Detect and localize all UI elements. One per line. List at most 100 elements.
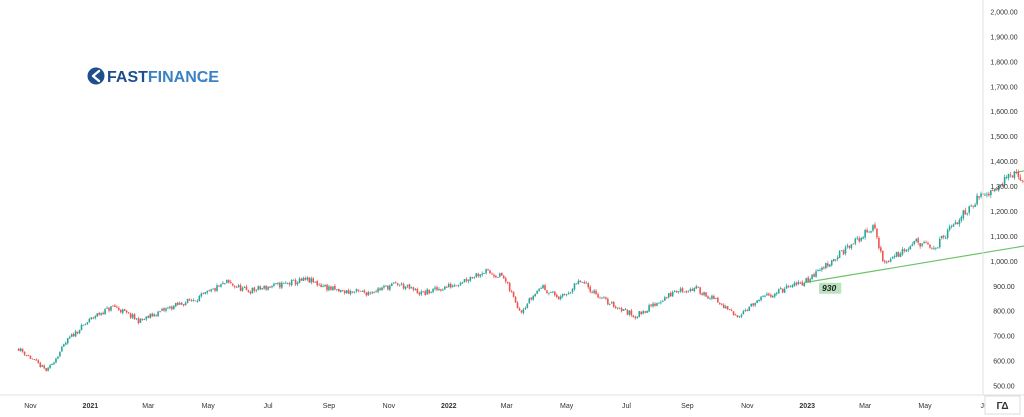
- candle: [434, 285, 436, 291]
- candle: [756, 299, 758, 304]
- candle: [538, 288, 540, 292]
- candle: [394, 281, 397, 284]
- candle: [273, 282, 275, 288]
- candle: [864, 228, 866, 240]
- candle: [734, 313, 737, 316]
- candle: [275, 282, 277, 285]
- candle: [817, 269, 819, 272]
- candle: [614, 305, 617, 309]
- candle: [591, 290, 593, 294]
- candle: [925, 240, 927, 244]
- candle: [901, 247, 904, 256]
- candle: [569, 291, 572, 294]
- candle: [200, 292, 203, 298]
- candle: [424, 289, 427, 296]
- candle: [410, 286, 413, 289]
- candle: [781, 288, 784, 294]
- candle: [677, 290, 680, 294]
- candle: [96, 312, 99, 317]
- candle: [159, 310, 161, 313]
- candle: [540, 286, 542, 290]
- scale-button-frame[interactable]: [984, 395, 1021, 415]
- candle: [709, 296, 711, 300]
- candle: [652, 301, 654, 308]
- candle: [55, 357, 57, 364]
- candle: [29, 355, 32, 359]
- candle: [587, 282, 590, 290]
- svg-text:FASTFINANCE: FASTFINANCE: [107, 69, 219, 86]
- candle: [475, 272, 478, 279]
- scale-toggle-icon[interactable]: ΓΔ: [996, 401, 1008, 412]
- candle: [948, 224, 951, 232]
- candle: [406, 284, 409, 289]
- candle: [373, 291, 375, 294]
- candle: [402, 282, 405, 290]
- candle: [389, 284, 391, 292]
- candle: [758, 298, 760, 303]
- candle: [536, 290, 538, 295]
- candle: [1009, 172, 1012, 178]
- candle: [90, 317, 93, 320]
- candle: [379, 287, 381, 292]
- candle: [139, 318, 142, 323]
- candle: [1001, 182, 1004, 188]
- x-tick-label: Mar: [142, 403, 155, 410]
- candle: [288, 281, 291, 287]
- candle: [23, 351, 26, 356]
- candle: [49, 363, 51, 370]
- candle: [880, 245, 882, 253]
- candle: [807, 275, 809, 283]
- y-tick-label: 500.00: [993, 384, 1015, 391]
- candle: [349, 289, 352, 296]
- x-tick-label: Mar: [859, 403, 872, 410]
- candle: [174, 302, 177, 308]
- candle: [838, 249, 841, 259]
- candle: [919, 242, 921, 249]
- candle: [137, 316, 140, 325]
- y-tick-label: 1,400.00: [990, 159, 1017, 166]
- y-tick-label: 1,700.00: [990, 84, 1017, 91]
- candle: [182, 303, 185, 307]
- candle: [127, 311, 130, 314]
- candle: [748, 306, 751, 311]
- x-tick-label: Jul: [622, 403, 631, 410]
- candle: [585, 281, 588, 284]
- candle: [722, 303, 725, 309]
- candle: [220, 283, 222, 288]
- candle: [39, 361, 42, 368]
- candle: [775, 291, 778, 296]
- candle: [754, 302, 756, 307]
- candle: [557, 296, 560, 300]
- candle: [514, 296, 517, 304]
- candle: [944, 235, 947, 239]
- candle: [603, 296, 605, 299]
- candle: [554, 290, 556, 297]
- candle: [821, 266, 823, 272]
- candle: [571, 288, 574, 294]
- scale-button[interactable]: ΓΔ: [984, 395, 1021, 415]
- candle: [601, 297, 603, 300]
- candle: [279, 281, 281, 290]
- candle: [61, 345, 63, 352]
- candle: [426, 288, 428, 296]
- candle: [216, 283, 218, 292]
- candle: [632, 314, 635, 318]
- candle: [697, 286, 700, 288]
- candle: [229, 279, 232, 284]
- candle: [976, 192, 978, 206]
- candle: [510, 289, 513, 293]
- candle: [345, 289, 348, 294]
- candle: [457, 284, 460, 288]
- candle: [47, 366, 49, 372]
- candle: [129, 312, 132, 320]
- candle: [119, 309, 122, 314]
- candle: [422, 291, 425, 293]
- candle: [86, 322, 89, 326]
- candle: [573, 282, 576, 291]
- candle: [237, 283, 240, 288]
- candle: [825, 262, 827, 270]
- candle: [956, 221, 959, 225]
- candle: [277, 282, 279, 286]
- candle: [178, 301, 181, 305]
